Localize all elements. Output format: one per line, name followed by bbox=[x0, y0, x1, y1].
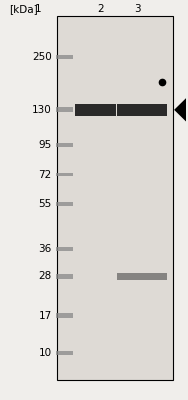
Text: 10: 10 bbox=[39, 348, 52, 358]
Text: 36: 36 bbox=[38, 244, 52, 254]
Text: 72: 72 bbox=[38, 170, 52, 180]
Text: 130: 130 bbox=[32, 105, 52, 115]
FancyBboxPatch shape bbox=[75, 104, 116, 116]
FancyBboxPatch shape bbox=[56, 351, 73, 355]
FancyBboxPatch shape bbox=[117, 272, 167, 280]
Text: 28: 28 bbox=[38, 272, 52, 282]
FancyBboxPatch shape bbox=[56, 202, 73, 206]
FancyBboxPatch shape bbox=[117, 104, 167, 116]
Text: 2: 2 bbox=[97, 4, 104, 14]
FancyBboxPatch shape bbox=[56, 313, 73, 318]
Text: 250: 250 bbox=[32, 52, 52, 62]
Text: 95: 95 bbox=[38, 140, 52, 150]
FancyBboxPatch shape bbox=[56, 54, 73, 59]
FancyBboxPatch shape bbox=[56, 247, 73, 251]
FancyBboxPatch shape bbox=[56, 143, 73, 147]
FancyBboxPatch shape bbox=[56, 108, 73, 112]
Text: [kDa]: [kDa] bbox=[9, 4, 38, 14]
FancyBboxPatch shape bbox=[57, 16, 173, 380]
Polygon shape bbox=[174, 98, 186, 122]
Text: 3: 3 bbox=[134, 4, 141, 14]
Text: 1: 1 bbox=[34, 4, 41, 14]
Text: 55: 55 bbox=[38, 199, 52, 209]
Text: 17: 17 bbox=[38, 311, 52, 321]
FancyBboxPatch shape bbox=[56, 172, 73, 176]
FancyBboxPatch shape bbox=[56, 274, 73, 278]
